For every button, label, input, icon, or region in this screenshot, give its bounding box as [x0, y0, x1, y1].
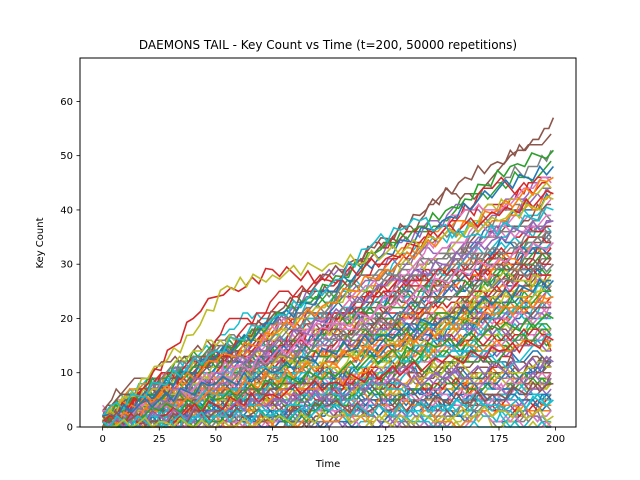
- series-line-8: [102, 220, 554, 428]
- series-line-13: [102, 313, 554, 429]
- trajectory-line: [102, 181, 552, 417]
- x-tick-label: 25: [153, 434, 166, 445]
- x-axis-label: Time: [315, 459, 340, 470]
- y-tick-label: 40: [60, 205, 73, 216]
- series-line-3: [102, 165, 555, 424]
- trajectory-line: [102, 285, 552, 423]
- trajectory-line: [102, 236, 552, 423]
- y-tick-label: 50: [60, 151, 73, 162]
- series-line-7: [101, 206, 554, 417]
- series-lines: [101, 117, 555, 429]
- series-line-12: [102, 294, 554, 426]
- series-line-6: [101, 195, 554, 422]
- x-tick-label: 50: [210, 434, 223, 445]
- series-line-14: [102, 334, 554, 427]
- y-tick-label: 20: [60, 314, 73, 325]
- series-line-4: [102, 176, 554, 418]
- series-line-15: [102, 355, 554, 429]
- x-tick-label: 175: [489, 434, 508, 445]
- series-line-10: [102, 261, 554, 428]
- trajectory-cloud: [101, 133, 552, 429]
- plot-frame: [79, 57, 577, 428]
- x-tick-label: 200: [546, 434, 565, 445]
- x-tick-label: 150: [433, 434, 452, 445]
- chart-title: DAEMONS TAIL - Key Count vs Time (t=200,…: [139, 38, 517, 52]
- series-line-18: [102, 405, 554, 429]
- axes: 0 25 50 75 100 125 150 175 200 0 10 20 30 40 50 60: [60, 97, 565, 445]
- y-tick-label: 10: [60, 368, 73, 379]
- trajectory-line: [102, 230, 552, 418]
- series-line-5: [101, 189, 554, 428]
- x-tick-label: 0: [99, 434, 105, 445]
- x-tick-label: 125: [376, 434, 395, 445]
- series-line-17: [102, 395, 554, 429]
- y-tick-label: 30: [60, 260, 73, 271]
- y-tick-label: 0: [67, 423, 73, 434]
- series-line-11: [102, 277, 554, 419]
- x-tick-label: 100: [320, 434, 339, 445]
- x-tick-label: 75: [266, 434, 279, 445]
- y-tick-label: 60: [60, 97, 73, 108]
- y-axis-label: Key Count: [35, 217, 46, 268]
